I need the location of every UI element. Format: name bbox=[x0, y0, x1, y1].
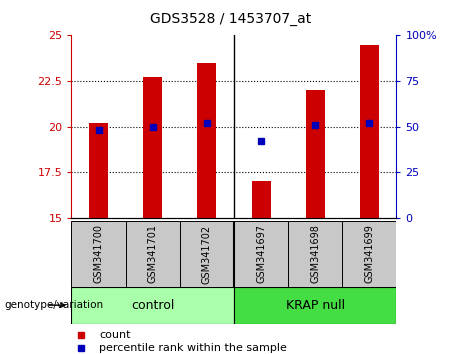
Bar bbox=[125, 221, 180, 287]
Bar bbox=[71, 221, 125, 287]
Bar bbox=[360, 45, 379, 218]
Bar bbox=[89, 123, 108, 218]
Text: genotype/variation: genotype/variation bbox=[5, 300, 104, 310]
Bar bbox=[234, 221, 288, 287]
Text: GSM341697: GSM341697 bbox=[256, 224, 266, 284]
Bar bbox=[143, 77, 162, 218]
Bar bbox=[342, 221, 396, 287]
Text: GSM341699: GSM341699 bbox=[364, 224, 374, 284]
Bar bbox=[71, 287, 234, 324]
Text: KRAP null: KRAP null bbox=[286, 299, 345, 312]
Bar bbox=[234, 287, 396, 324]
Text: percentile rank within the sample: percentile rank within the sample bbox=[99, 343, 287, 353]
Text: GSM341701: GSM341701 bbox=[148, 224, 158, 284]
Bar bbox=[180, 221, 234, 287]
Text: control: control bbox=[131, 299, 174, 312]
Text: count: count bbox=[99, 330, 130, 339]
Text: GSM341698: GSM341698 bbox=[310, 224, 320, 284]
Bar bbox=[288, 221, 342, 287]
Bar bbox=[197, 63, 216, 218]
Text: GSM341702: GSM341702 bbox=[202, 224, 212, 284]
Text: GDS3528 / 1453707_at: GDS3528 / 1453707_at bbox=[150, 12, 311, 27]
Bar bbox=[252, 181, 271, 218]
Bar bbox=[306, 90, 325, 218]
Text: GSM341700: GSM341700 bbox=[94, 224, 104, 284]
